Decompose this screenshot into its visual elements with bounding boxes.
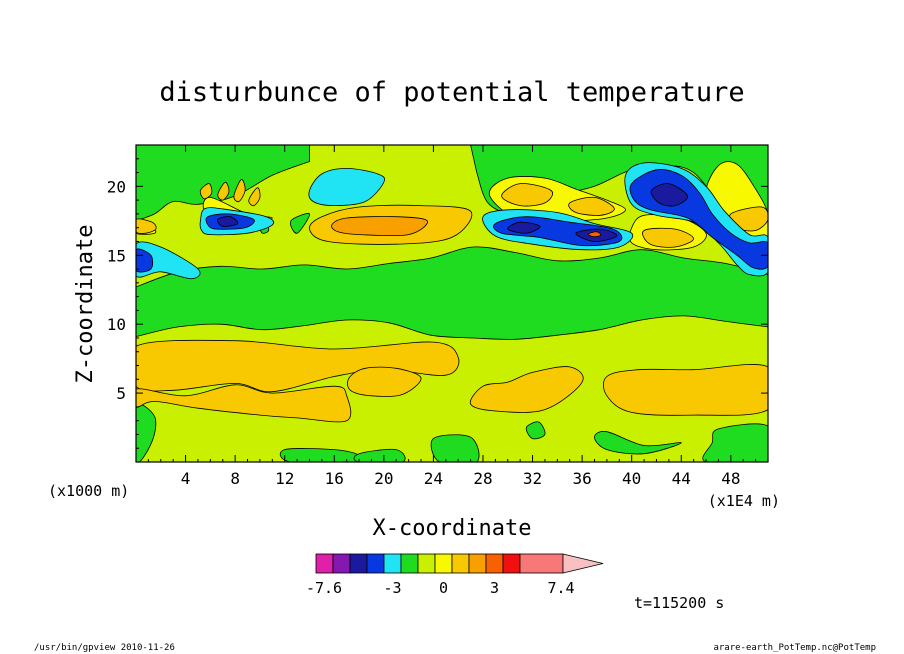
contour-region-44 [650,183,688,207]
x-unit-right: (x1E4 m) [708,492,780,510]
contour-region-23 [603,364,768,416]
x-axis-label: X-coordinate [373,516,532,541]
contour-region-4 [136,404,157,462]
x-unit-left: (x1000 m) [48,482,129,500]
colorbar-label: 7.4 [547,579,574,597]
y-tick-label: 20 [107,177,126,196]
footer-right: arare-earth_PotTemp.nc@PotTemp [713,643,876,653]
x-tick-label: 12 [275,469,294,488]
colorbar-label: -3 [383,579,401,597]
y-axis-ticks: 5 10 15 20 [107,158,768,449]
colorbar [315,553,604,574]
y-axis-label: Z-coordinate [73,225,98,384]
contour-region-24 [501,183,554,207]
colorbar-labels: -7.6 -3 0 3 7.4 [306,579,575,597]
y-tick-label: 5 [116,384,126,403]
colorbar-label: 0 [439,579,448,597]
time-label: t=115200 s [634,594,724,612]
contour-region-1 [136,145,310,222]
contour-region-42 [507,221,541,234]
contour-region-10 [702,423,768,462]
contour-region-0 [136,246,768,340]
colorbar-cell [468,553,487,574]
colorbar-cell [332,553,351,574]
contour-region-6 [353,448,406,462]
contour-region-20 [136,384,352,423]
contour-regions [136,145,768,462]
colorbar-cell [485,553,504,574]
contour-region-30 [233,179,246,203]
colorbar-cell [315,553,334,574]
colorbar-cell [417,553,436,574]
contour-region-32 [331,216,428,237]
x-tick-label: 8 [230,469,240,488]
chart-title: disturbunce of potential temperature [159,77,744,108]
colorbar-cell [400,553,419,574]
contour-region-22 [469,366,584,413]
colorbar-label: 3 [490,579,499,597]
y-tick-label: 10 [107,315,126,334]
contour-region-18 [136,218,157,234]
x-tick-label: 36 [572,469,591,488]
x-tick-label: 28 [473,469,492,488]
contour-region-21 [347,366,422,397]
contour-region-31 [248,187,261,207]
x-tick-label: 40 [622,469,641,488]
footer-left: /usr/bin/gpview 2010-11-26 [34,643,175,653]
contour-region-46 [587,231,602,238]
colorbar-cell [502,553,521,574]
colorbar-cell [349,553,368,574]
contour-region-26 [642,227,695,248]
contour-region-28 [199,183,213,200]
y-tick-label: 15 [107,246,126,265]
colorbar-label: -7.6 [306,579,342,597]
contour-region-7 [430,434,480,462]
colorbar-cell [383,553,402,574]
contour-region-8 [525,421,546,440]
x-axis-ticks: 4 8 12 16 20 24 28 32 36 40 44 48 [147,145,757,488]
x-tick-label: 32 [523,469,542,488]
x-tick-label: 4 [181,469,191,488]
colorbar-cell [519,553,564,574]
contour-region-3 [290,213,310,234]
colorbar-max-arrow [562,553,604,574]
colorbar-cell [451,553,470,574]
x-tick-label: 24 [424,469,443,488]
x-tick-label: 16 [325,469,344,488]
contour-region-35 [136,241,201,280]
x-tick-label: 48 [721,469,740,488]
colorbar-cell [366,553,385,574]
x-tick-label: 44 [672,469,691,488]
plot-frame [135,144,769,463]
contour-region-9 [594,431,682,455]
contour-region-25 [568,196,615,216]
colorbar-cell [434,553,453,574]
x-tick-label: 20 [374,469,393,488]
contour-region-29 [217,181,230,201]
contour-region-45 [217,216,239,227]
contour-region-33 [308,167,385,207]
